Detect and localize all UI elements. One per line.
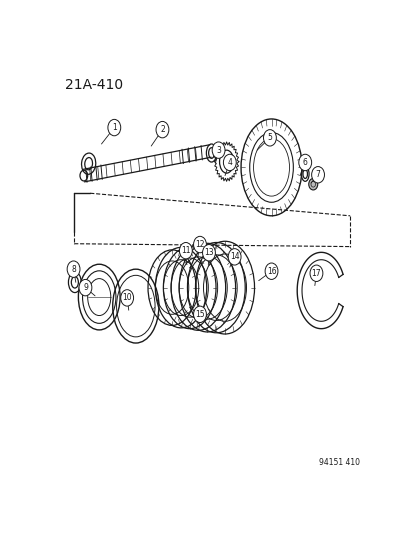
Text: 3: 3 — [216, 146, 221, 155]
Text: 9: 9 — [83, 283, 88, 292]
Text: 5: 5 — [267, 133, 272, 142]
Circle shape — [79, 279, 92, 296]
Circle shape — [202, 245, 215, 261]
Text: 13: 13 — [204, 248, 213, 257]
Text: 8: 8 — [71, 265, 76, 273]
Circle shape — [223, 154, 236, 171]
Text: 2: 2 — [160, 125, 164, 134]
Text: 21A-410: 21A-410 — [64, 78, 122, 92]
Circle shape — [311, 166, 324, 183]
Circle shape — [298, 154, 311, 171]
Circle shape — [67, 261, 80, 277]
Circle shape — [156, 122, 169, 138]
Text: 12: 12 — [195, 240, 204, 249]
Circle shape — [212, 142, 225, 158]
Circle shape — [108, 119, 121, 136]
Text: 16: 16 — [266, 266, 275, 276]
Circle shape — [263, 130, 276, 146]
Text: 14: 14 — [229, 252, 239, 261]
Text: 17: 17 — [311, 269, 320, 278]
Circle shape — [193, 306, 206, 322]
Ellipse shape — [308, 179, 317, 190]
Text: 1: 1 — [112, 123, 116, 132]
Circle shape — [309, 265, 322, 281]
Text: 11: 11 — [180, 246, 190, 255]
Circle shape — [264, 263, 277, 279]
Text: 15: 15 — [195, 310, 204, 319]
Text: 10: 10 — [122, 293, 132, 302]
Circle shape — [179, 243, 192, 259]
Text: 4: 4 — [227, 158, 232, 167]
Text: 94151 410: 94151 410 — [318, 458, 359, 467]
Circle shape — [121, 290, 133, 306]
Circle shape — [228, 248, 240, 265]
Text: 6: 6 — [302, 158, 307, 167]
Text: 7: 7 — [315, 170, 320, 179]
Circle shape — [193, 236, 206, 253]
